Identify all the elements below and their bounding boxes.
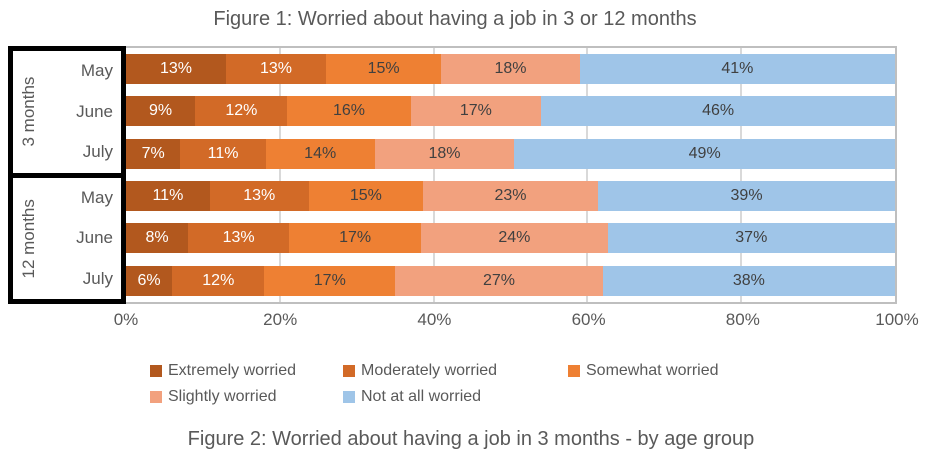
bar-segment: 17% [289, 223, 422, 254]
month-labels: May June July [45, 51, 121, 173]
bar-row-3-months-june: 9% 12% 16% 17% 46% [126, 90, 895, 132]
legend-item: Moderately worried [343, 362, 568, 380]
group-cell-12-months: 12 months May June July [13, 178, 121, 300]
bar-segment: 27% [395, 265, 603, 296]
bar-row-12-months-july: 6% 12% 17% 27% 38% [126, 260, 895, 302]
legend-label: Somewhat worried [586, 362, 719, 379]
bar-segment: 12% [172, 265, 265, 296]
x-tick-20: 20% [263, 310, 298, 329]
row-label: May [80, 61, 113, 81]
bar-segment: 14% [265, 138, 375, 169]
bar-segment: 12% [195, 96, 288, 127]
stacked-bar: 7% 11% 14% 18% 49% [126, 138, 895, 169]
legend-label: Not at all worried [361, 388, 482, 405]
row-label: June [76, 228, 113, 248]
bar-segment: 41% [579, 54, 895, 85]
bar-segment: 39% [598, 181, 895, 212]
bar-rows: 13% 13% 15% 18% 41% 9% 12% 16% 17% 46% 7% 11% 14% 18%… [126, 48, 895, 302]
plot-area: 13% 13% 15% 18% 41% 9% 12% 16% 17% 46% 7% 11% 14% 18%… [126, 46, 897, 304]
bar-segment: 6% [126, 265, 173, 296]
bar-segment: 38% [602, 265, 895, 296]
gridline-20 [278, 48, 281, 302]
legend-swatch [343, 365, 355, 377]
bar-segment: 46% [541, 96, 895, 127]
bar-segment: 24% [421, 223, 608, 254]
bar-segment: 8% [126, 223, 189, 254]
bar-segment: 18% [441, 54, 580, 85]
x-tick-60: 60% [571, 310, 606, 329]
row-label: July [82, 142, 113, 162]
legend-swatch [150, 365, 162, 377]
chart-title: Figure 1: Worried about having a job in … [213, 8, 697, 30]
legend: Extremely worried Moderately worried Somew… [150, 362, 719, 406]
legend-label: Slightly worried [168, 388, 277, 405]
legend-swatch [150, 391, 162, 403]
bar-segment: 11% [126, 181, 210, 212]
bar-segment: 7% [126, 138, 181, 169]
legend-item: Slightly worried [150, 388, 343, 406]
gridline-60 [586, 48, 589, 302]
legend-item: Somewhat worried [568, 362, 719, 380]
legend-swatch [568, 365, 580, 377]
stacked-bar: 13% 13% 15% 18% 41% [126, 54, 895, 85]
stacked-bar: 11% 13% 15% 23% 39% [126, 181, 895, 212]
group-cell-3-months: 3 months May June July [13, 51, 121, 173]
x-tick-80: 80% [725, 310, 760, 329]
bar-segment: 49% [514, 138, 895, 169]
bar-segment: 13% [209, 181, 309, 212]
bar-segment: 9% [126, 96, 196, 127]
bar-segment: 13% [126, 54, 226, 85]
bar-row-12-months-may: 11% 13% 15% 23% 39% [126, 175, 895, 217]
category-axis-panel: 3 months May June July 12 months May June July [8, 46, 126, 304]
x-tick-40: 40% [417, 310, 452, 329]
legend-label: Extremely worried [168, 362, 297, 379]
bar-row-3-months-may: 13% 13% 15% 18% 41% [126, 48, 895, 90]
row-label: June [76, 101, 113, 121]
bar-segment: 37% [607, 223, 895, 254]
x-axis: 0% 20% 40% 60% 80% 100% [114, 310, 919, 336]
row-label: July [82, 268, 113, 288]
x-tick-0: 0% [113, 310, 139, 329]
stacked-bar: 9% 12% 16% 17% 46% [126, 96, 895, 127]
bar-segment: 17% [264, 265, 396, 296]
gridline-80 [740, 48, 743, 302]
legend-item: Not at all worried [343, 388, 568, 406]
bar-segment: 23% [422, 181, 599, 212]
gridline-40 [432, 48, 435, 302]
bar-segment: 13% [225, 54, 326, 85]
bar-segment: 17% [410, 96, 542, 127]
legend-item: Extremely worried [150, 362, 343, 380]
bar-segment: 15% [325, 54, 442, 85]
bar-segment: 16% [287, 96, 411, 127]
legend-label: Moderately worried [361, 362, 498, 379]
stacked-bar: 6% 12% 17% 27% 38% [126, 265, 895, 296]
group-label: 3 months [19, 76, 38, 147]
month-labels: May June July [45, 178, 121, 300]
row-label: May [80, 187, 113, 207]
bar-segment: 18% [374, 138, 515, 169]
bar-segment: 15% [308, 181, 423, 212]
x-tick-100: 100% [875, 310, 919, 329]
bar-segment: 13% [188, 223, 290, 254]
bar-row-3-months-july: 7% 11% 14% 18% 49% [126, 133, 895, 175]
bar-row-12-months-june: 8% 13% 17% 24% 37% [126, 217, 895, 259]
figure-2-caption: Figure 2: Worried about having a job in … [187, 428, 755, 450]
group-separator [13, 172, 121, 178]
stacked-bar: 8% 13% 17% 24% 37% [126, 223, 895, 254]
legend-swatch [343, 391, 355, 403]
bar-segment: 11% [180, 138, 266, 169]
group-label: 12 months [19, 198, 38, 278]
